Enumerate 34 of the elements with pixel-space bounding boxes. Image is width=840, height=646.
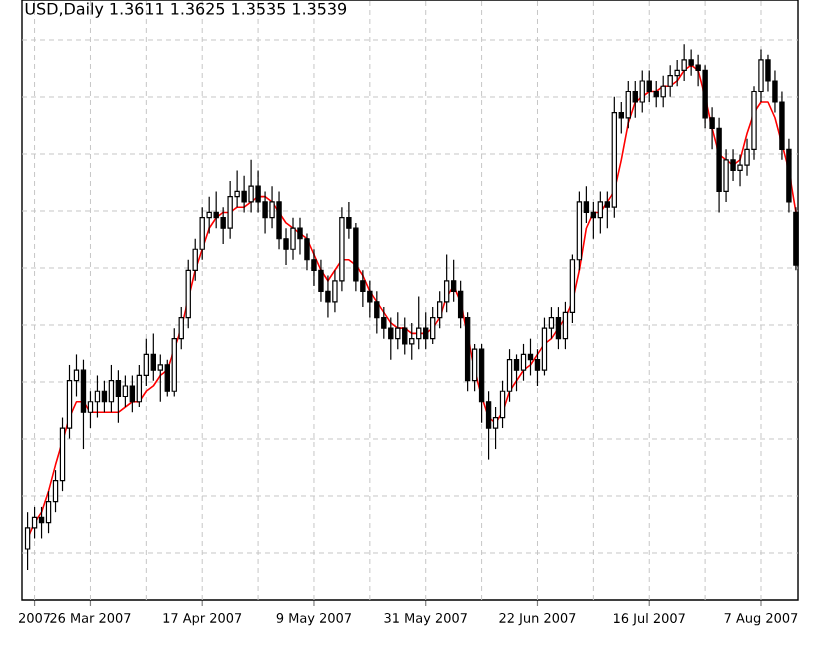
- candlestick: [520, 343, 527, 382]
- candlestick: [388, 317, 394, 361]
- candlestick: [555, 306, 562, 350]
- candlestick: [290, 217, 296, 261]
- candlestick: [122, 374, 129, 408]
- candlestick: [423, 311, 429, 350]
- candlestick: [527, 338, 534, 377]
- candlestick: [416, 295, 422, 350]
- candlestick: [157, 353, 163, 403]
- candlestick: [639, 69, 645, 114]
- candlestick: [395, 311, 401, 350]
- candlestick: [430, 306, 436, 345]
- candlestick: [632, 80, 638, 119]
- candlestick: [115, 369, 122, 424]
- candlestick: [646, 69, 652, 103]
- candlestick: [590, 201, 597, 240]
- candlestick: [660, 75, 666, 108]
- candlestick: [150, 332, 157, 382]
- candlestick: [402, 317, 408, 356]
- candlestick: [213, 190, 219, 229]
- candlestick: [38, 506, 45, 540]
- candlestick: [681, 43, 687, 82]
- candlestick: [129, 374, 136, 413]
- candlestick: [108, 364, 115, 413]
- candlestick: [443, 253, 450, 313]
- candlestick: [374, 290, 380, 334]
- candlestick: [625, 80, 631, 129]
- candlestick: [248, 159, 254, 214]
- candlestick: [513, 353, 520, 392]
- candlestick: [409, 322, 415, 361]
- candlestick: [541, 317, 548, 377]
- candlestick: [597, 190, 604, 235]
- candlestick: [241, 175, 247, 214]
- candlestick: [80, 359, 87, 450]
